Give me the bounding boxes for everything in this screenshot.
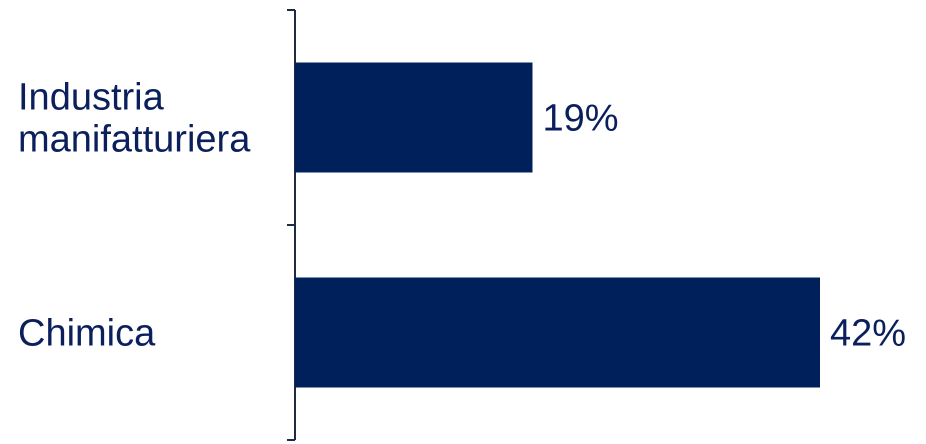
value-label: 19%	[543, 98, 619, 140]
category-label: Industria	[18, 77, 165, 119]
value-label: 42%	[830, 313, 906, 355]
bar	[295, 62, 533, 173]
axis-layer	[287, 9, 296, 441]
category-label: Chimica	[18, 313, 156, 355]
category-label: manifatturiera	[18, 119, 251, 161]
bar	[295, 277, 820, 388]
bars-layer	[295, 62, 820, 388]
